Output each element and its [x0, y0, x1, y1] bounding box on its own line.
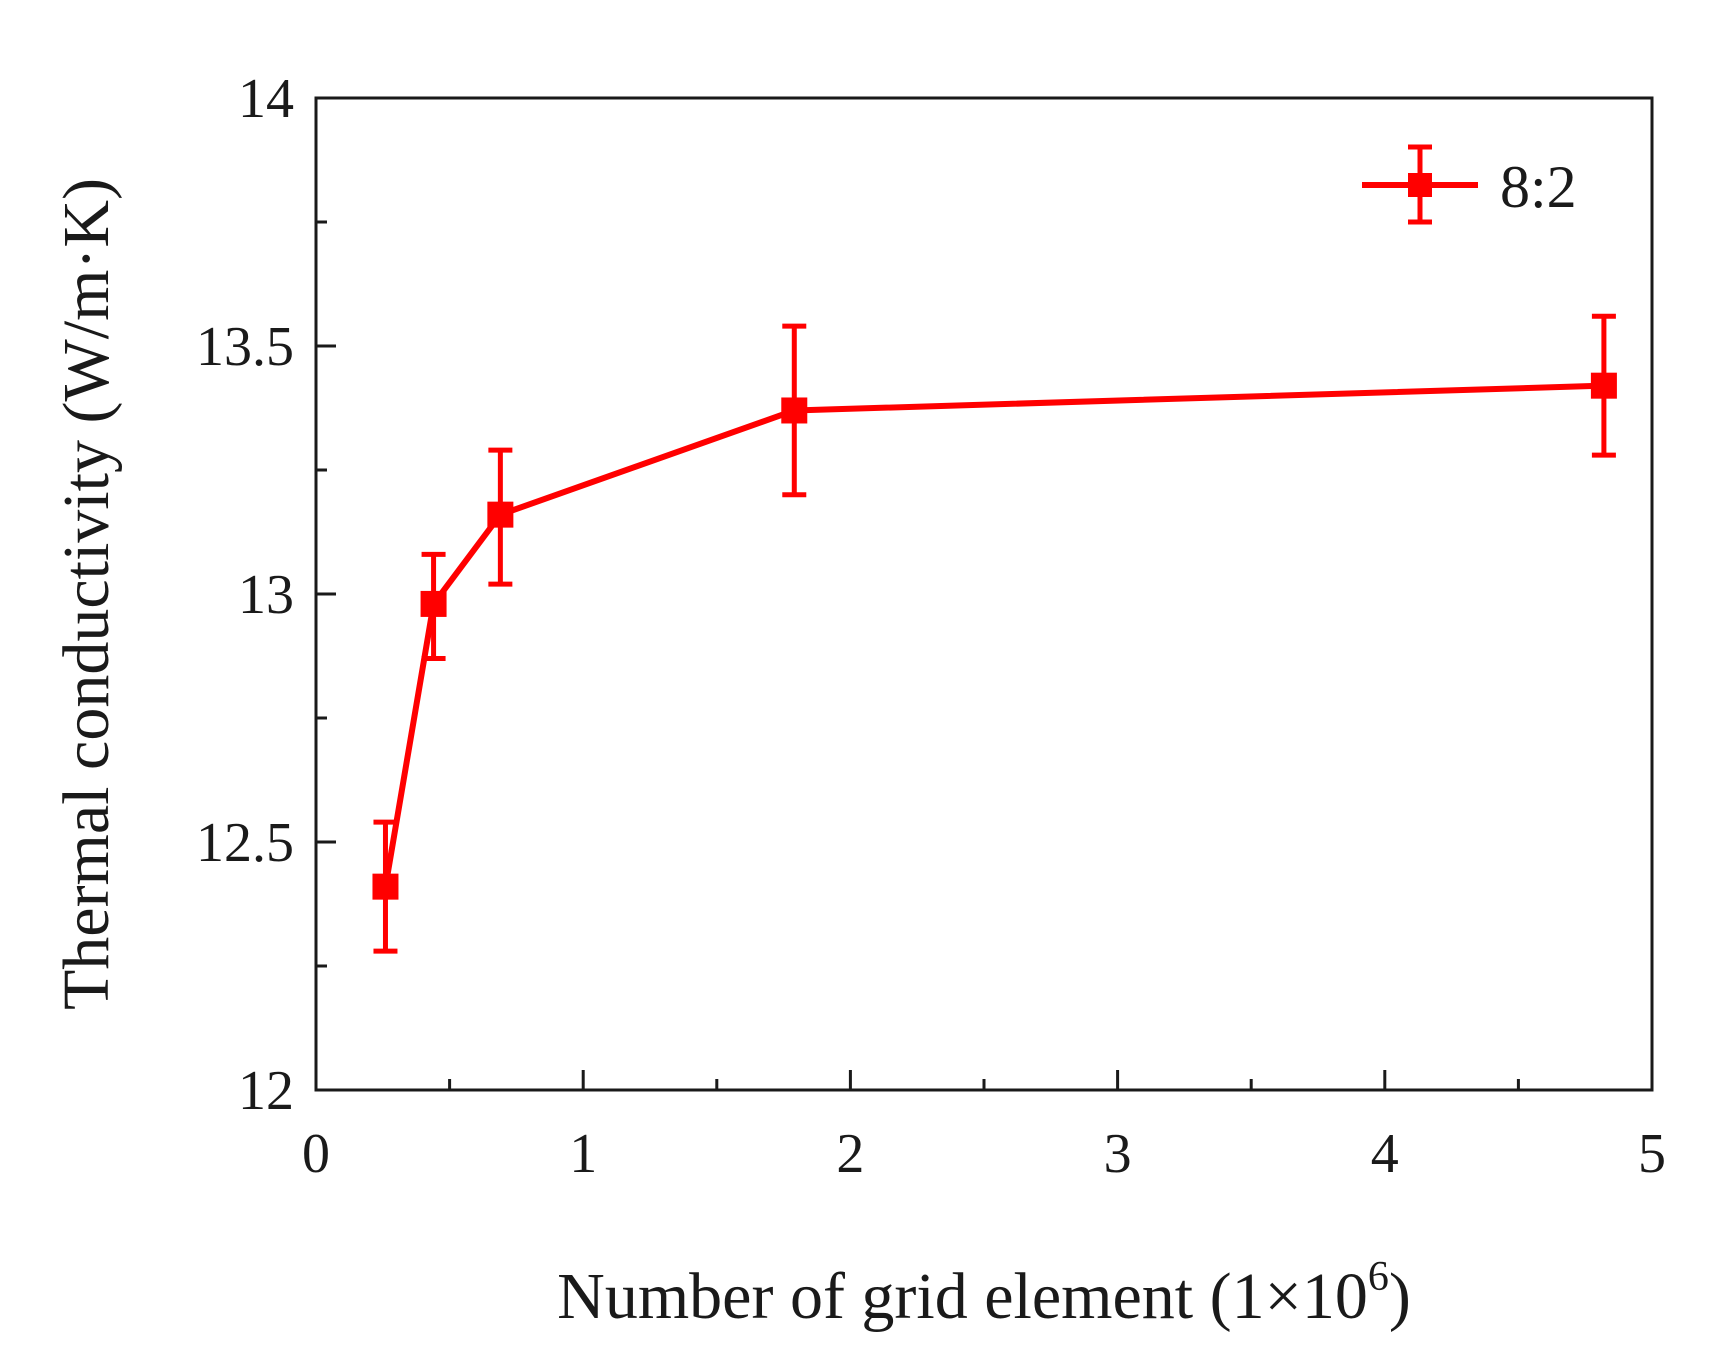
y-tick-label: 12 [238, 1060, 294, 1122]
y-axis-title: Thermal conductivity (W/m·K) [50, 178, 123, 1010]
data-point [781, 397, 808, 424]
x-tick-label: 2 [836, 1123, 864, 1185]
legend-label: 8:2 [1500, 154, 1577, 220]
x-tick-label: 1 [569, 1123, 597, 1185]
x-tick-label: 4 [1371, 1123, 1399, 1185]
y-tick-label: 13.5 [196, 316, 294, 378]
x-axis-title-close: ) [1389, 1260, 1411, 1333]
y-tick-label: 12.5 [196, 812, 294, 874]
x-tick-label: 5 [1638, 1123, 1666, 1185]
series-layer [372, 313, 1617, 954]
x-tick-label: 0 [302, 1123, 330, 1185]
y-tick-label: 13 [238, 564, 294, 626]
legend: 8:2 [1362, 144, 1577, 225]
plot-frame [314, 96, 1654, 1092]
axis-ticks [314, 96, 1654, 1092]
data-point [372, 873, 399, 900]
x-tick-label: 3 [1104, 1123, 1132, 1185]
x-axis-title-superscript: 6 [1368, 1254, 1389, 1300]
x-axis-title-text: Number of grid element (1×10 [557, 1260, 1368, 1333]
data-point [487, 501, 514, 528]
x-axis-title: Number of grid element (1×106) [557, 1254, 1411, 1333]
y-tick-label: 14 [238, 68, 294, 130]
legend-marker [1408, 173, 1432, 197]
series-line [382, 382, 1604, 888]
data-point [1590, 372, 1617, 399]
data-point [420, 590, 447, 617]
